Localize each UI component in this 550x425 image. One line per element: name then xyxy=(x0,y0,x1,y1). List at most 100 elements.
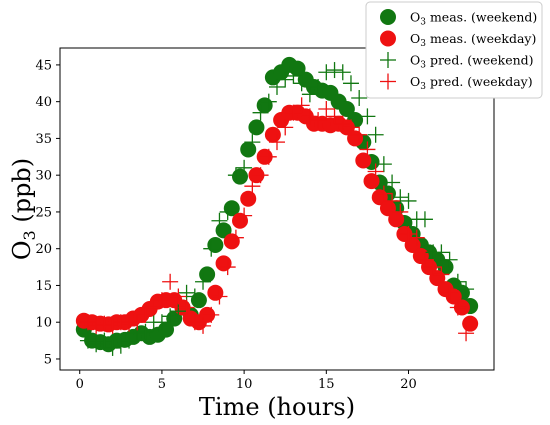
y-axis-label: O3 (ppb) xyxy=(8,158,39,260)
data-point xyxy=(244,178,261,195)
data-point xyxy=(186,288,203,305)
data-point xyxy=(392,203,409,220)
data-point xyxy=(359,108,376,125)
series-0 xyxy=(75,56,479,353)
data-point xyxy=(104,339,121,356)
legend-marker xyxy=(380,30,396,47)
legend-marker xyxy=(380,73,396,90)
data-point xyxy=(260,148,277,165)
data-point xyxy=(301,108,318,125)
data-point xyxy=(310,112,327,129)
data-point xyxy=(178,284,195,301)
legend-label-base: O xyxy=(410,31,420,46)
legend-entry: O3 pred. (weekday) xyxy=(380,73,533,92)
data-point xyxy=(384,192,401,209)
data-point xyxy=(190,292,207,309)
data-point xyxy=(326,108,343,125)
data-point xyxy=(367,163,384,180)
data-point xyxy=(441,251,458,268)
legend-label: O3 meas. (weekend) xyxy=(410,10,537,28)
data-point xyxy=(384,174,401,191)
y-tick-label: 45 xyxy=(35,58,52,73)
y-tick-label: 35 xyxy=(35,132,52,147)
y-tick-label: 5 xyxy=(44,352,52,367)
data-point xyxy=(351,126,368,143)
data-point xyxy=(96,315,113,332)
data-point xyxy=(392,189,409,206)
data-point xyxy=(285,67,302,84)
data-point xyxy=(195,273,212,290)
data-point xyxy=(400,225,417,242)
y-tick-label: 25 xyxy=(35,205,52,220)
data-point xyxy=(449,299,466,316)
data-point xyxy=(269,78,285,95)
legend-marker xyxy=(380,9,396,25)
data-point xyxy=(363,173,380,190)
data-point xyxy=(170,288,187,305)
legend-entry: O3 pred. (weekend) xyxy=(380,52,534,71)
data-point xyxy=(240,190,257,207)
legend-label-base: O xyxy=(410,10,420,25)
data-point xyxy=(186,314,203,331)
data-point xyxy=(277,71,294,88)
data-point xyxy=(416,211,433,228)
legend-label-rest: meas. (weekday) xyxy=(426,31,536,46)
data-point xyxy=(88,336,105,353)
data-point xyxy=(79,314,96,331)
data-point xyxy=(293,75,310,92)
y-tick-label: 20 xyxy=(35,242,52,257)
data-point xyxy=(342,119,359,136)
data-point xyxy=(195,317,212,334)
data-point xyxy=(178,299,195,316)
data-point xyxy=(227,229,244,246)
data-point xyxy=(355,152,372,169)
data-point xyxy=(416,251,433,268)
data-point xyxy=(359,141,376,158)
data-point xyxy=(248,119,265,136)
chart-marks xyxy=(75,56,479,356)
legend-label: O3 pred. (weekday) xyxy=(410,74,533,92)
legend-entry: O3 meas. (weekday) xyxy=(380,30,536,49)
data-point xyxy=(227,167,244,184)
legend-label-base: O xyxy=(410,53,420,68)
x-axis-label: Time (hours) xyxy=(199,393,355,421)
data-point xyxy=(351,89,368,106)
data-point xyxy=(338,101,355,118)
data-point xyxy=(104,317,121,334)
legend-box xyxy=(365,1,543,99)
y-axis-label-subscript: 3 xyxy=(20,230,39,240)
data-point xyxy=(318,64,335,81)
y-tick-label: 40 xyxy=(35,95,52,110)
data-point xyxy=(293,97,310,114)
data-point xyxy=(215,255,232,272)
data-point xyxy=(162,273,179,290)
data-point xyxy=(310,78,327,95)
data-point xyxy=(137,323,154,340)
data-point xyxy=(203,240,220,257)
data-point xyxy=(277,119,294,136)
data-point xyxy=(232,168,249,185)
y-tick-label: 10 xyxy=(35,316,52,331)
data-point xyxy=(433,266,450,283)
data-point xyxy=(347,130,364,147)
data-point xyxy=(223,233,240,250)
data-point xyxy=(256,97,273,114)
chart-axes: 0 5 10 15 20 5 10 15 20 25 30 35 40 45 xyxy=(35,58,416,392)
data-point xyxy=(153,314,170,331)
data-point xyxy=(458,281,475,298)
data-point xyxy=(170,303,187,320)
data-point xyxy=(375,156,392,173)
data-point xyxy=(211,288,228,305)
x-tick-label: 15 xyxy=(318,377,335,392)
data-point xyxy=(112,337,129,354)
data-point xyxy=(137,306,154,323)
data-point xyxy=(334,115,351,132)
data-point xyxy=(367,126,384,143)
data-point xyxy=(462,315,479,332)
data-point xyxy=(301,86,318,103)
data-point xyxy=(207,237,224,254)
x-tick-label: 20 xyxy=(400,377,417,392)
data-point xyxy=(153,292,170,309)
data-point xyxy=(79,332,96,349)
